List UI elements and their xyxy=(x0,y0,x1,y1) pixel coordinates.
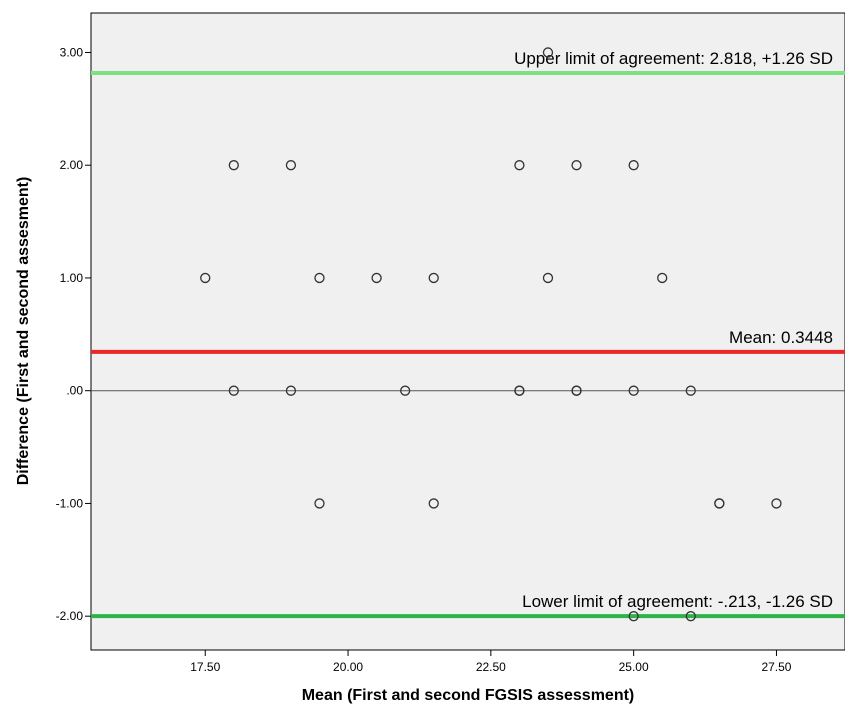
data-point xyxy=(228,160,239,171)
data-point xyxy=(542,272,554,284)
y-tick-label: .00 xyxy=(66,384,83,398)
x-tick-label: 22.50 xyxy=(476,660,506,674)
data-point xyxy=(685,385,696,396)
data-point xyxy=(314,272,325,284)
x-tick-label: 27.50 xyxy=(761,660,791,674)
y-axis-title: Difference (First and second assesment) xyxy=(15,177,32,486)
reference-lines xyxy=(91,70,845,619)
data-point xyxy=(428,498,439,509)
x-axis: 17.50 20.00 22.50 25.00 27.50 xyxy=(190,650,792,674)
reference-line-labels: Upper limit of agreement: 2.818, +1.26 S… xyxy=(514,49,833,611)
data-point xyxy=(514,385,525,396)
data-point xyxy=(771,498,782,509)
data-point xyxy=(228,385,239,396)
x-axis-title: Mean (First and second FGSIS assessment) xyxy=(302,687,635,704)
data-point xyxy=(714,498,725,509)
data-point xyxy=(400,385,411,396)
y-axis: 3.00 2.00 1.00 .00 -1.00 -2.00 xyxy=(56,45,91,623)
y-tick-label: 3.00 xyxy=(60,45,84,59)
data-point xyxy=(514,160,525,171)
data-points xyxy=(200,47,782,622)
y-tick-label: 2.00 xyxy=(60,158,84,172)
data-point xyxy=(371,272,382,284)
data-point xyxy=(571,385,582,396)
y-tick-label: -1.00 xyxy=(56,496,84,510)
data-point xyxy=(628,385,639,396)
mean-reference-label: Mean: 0.3448 xyxy=(729,328,833,347)
y-tick-label: 1.00 xyxy=(60,271,84,285)
upper-reference-label: Upper limit of agreement: 2.818, +1.26 S… xyxy=(514,49,833,68)
x-tick-label: 20.00 xyxy=(333,660,363,674)
data-point xyxy=(285,160,297,171)
data-point xyxy=(428,272,439,284)
data-point xyxy=(571,160,582,171)
data-point xyxy=(628,160,639,171)
lower-reference-label: Lower limit of agreement: -.213, -1.26 S… xyxy=(522,592,833,611)
data-point xyxy=(285,385,297,396)
data-point xyxy=(200,272,211,284)
data-point xyxy=(542,47,554,58)
data-point xyxy=(685,611,696,622)
data-point xyxy=(657,272,668,284)
y-tick-label: -2.00 xyxy=(56,609,84,623)
plot-area xyxy=(90,12,845,651)
x-tick-label: 17.50 xyxy=(190,660,220,674)
x-tick-label: 25.00 xyxy=(619,660,649,674)
data-point xyxy=(314,498,325,509)
data-point xyxy=(628,611,639,622)
